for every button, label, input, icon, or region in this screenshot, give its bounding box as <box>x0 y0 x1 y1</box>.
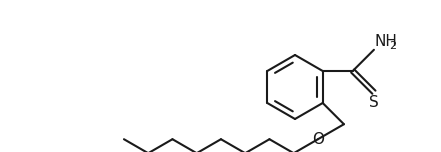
Text: NH: NH <box>375 34 398 49</box>
Text: S: S <box>369 95 379 110</box>
Text: 2: 2 <box>389 41 396 51</box>
Text: O: O <box>312 132 324 147</box>
